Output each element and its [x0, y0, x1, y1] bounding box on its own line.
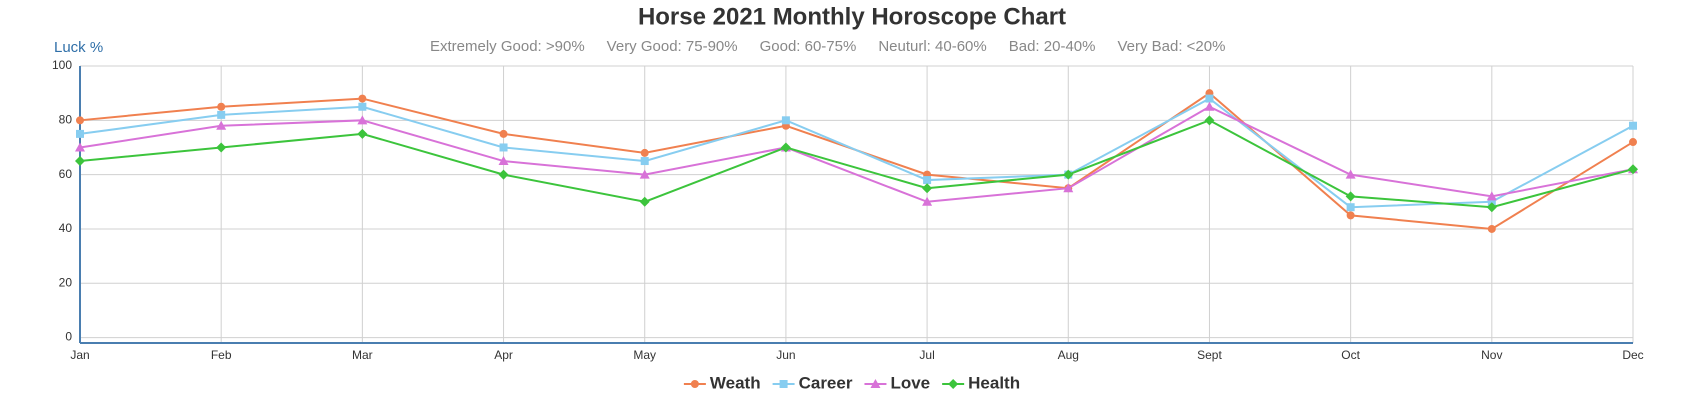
data-point: [1346, 211, 1355, 220]
legend-label: Health: [968, 373, 1020, 392]
data-point: [1629, 121, 1637, 130]
data-point: [217, 110, 226, 119]
data-point: [499, 129, 508, 138]
data-point: [780, 142, 791, 153]
y-axis-label: Luck %: [54, 39, 103, 56]
data-point: [216, 142, 227, 153]
x-tick-label: Oct: [1341, 348, 1360, 362]
data-point: [1487, 224, 1496, 233]
range-note: Extremely Good: >90%: [430, 38, 585, 55]
series-line: [79, 91, 1634, 230]
data-point: [923, 176, 932, 185]
legend-label: Weath: [710, 373, 761, 392]
x-tick-label: Nov: [1481, 348, 1502, 362]
data-point: [216, 120, 227, 130]
x-tick-label: Dec: [1622, 348, 1643, 362]
data-point: [498, 169, 509, 180]
range-note: Good: 60-75%: [760, 38, 857, 55]
range-note: Very Good: 75-90%: [607, 38, 738, 55]
data-point: [358, 94, 367, 103]
x-tick-label: Apr: [494, 348, 513, 362]
data-point: [1346, 203, 1355, 212]
data-point: [76, 116, 84, 125]
legend-item: Weath: [683, 373, 761, 392]
legend: Weath Career Love Health: [683, 373, 1020, 392]
data-point: [922, 196, 933, 206]
data-point: [1063, 169, 1074, 180]
y-tick-label: 80: [59, 112, 73, 126]
legend-label: Career: [799, 373, 853, 392]
x-tick-label: Aug: [1058, 348, 1079, 362]
range-note: Neuturl: 40-60%: [878, 38, 986, 55]
data-point: [217, 102, 226, 111]
data-point: [1487, 197, 1496, 206]
data-point: [1486, 191, 1497, 201]
data-point: [1063, 183, 1074, 193]
data-point: [1486, 202, 1497, 213]
data-point: [1345, 169, 1356, 179]
data-point: [499, 143, 508, 152]
data-point: [1345, 191, 1356, 202]
x-tick-label: Mar: [352, 348, 373, 362]
x-tick-label: Jun: [776, 348, 795, 362]
data-point: [1628, 164, 1638, 175]
data-point: [1204, 101, 1215, 111]
legend-item: Health: [942, 373, 1020, 392]
legend-marker: [779, 380, 788, 388]
x-tick-label: Sept: [1197, 348, 1222, 362]
data-point: [639, 196, 650, 207]
data-point: [75, 142, 85, 152]
data-point: [75, 156, 85, 167]
y-tick-label: 60: [59, 167, 73, 181]
data-point: [640, 148, 649, 157]
data-point: [1204, 115, 1215, 126]
legend-marker: [870, 379, 881, 388]
y-tick-label: 20: [59, 275, 73, 289]
x-tick-label: Jul: [919, 348, 934, 362]
legend-marker: [690, 380, 699, 388]
range-note: Bad: 20-40%: [1009, 38, 1096, 55]
x-tick-label: Feb: [211, 348, 232, 362]
chart-title: Horse 2021 Monthly Horoscope Chart: [638, 3, 1066, 30]
x-tick-label: May: [633, 348, 656, 362]
legend-item: Love: [864, 373, 930, 392]
data-point: [76, 129, 84, 138]
data-point: [781, 116, 790, 125]
data-point: [1205, 94, 1214, 103]
data-point: [639, 169, 650, 179]
data-point: [640, 157, 649, 166]
legend-marker: [948, 379, 959, 389]
data-point: [357, 128, 368, 139]
y-tick-label: 0: [65, 330, 72, 344]
y-tick-label: 100: [52, 58, 72, 72]
series-line: [79, 97, 1634, 209]
series-line: [79, 105, 1634, 203]
data-point: [498, 156, 509, 166]
range-note: Very Bad: <20%: [1117, 38, 1225, 55]
x-tick-label: Jan: [70, 348, 89, 362]
y-tick-label: 40: [59, 221, 73, 235]
data-point: [922, 183, 933, 194]
legend-item: Career: [772, 373, 853, 392]
legend-label: Love: [890, 373, 930, 392]
series-line: [79, 119, 1634, 209]
data-point: [358, 102, 367, 111]
data-point: [357, 115, 368, 125]
data-point: [1629, 138, 1637, 147]
